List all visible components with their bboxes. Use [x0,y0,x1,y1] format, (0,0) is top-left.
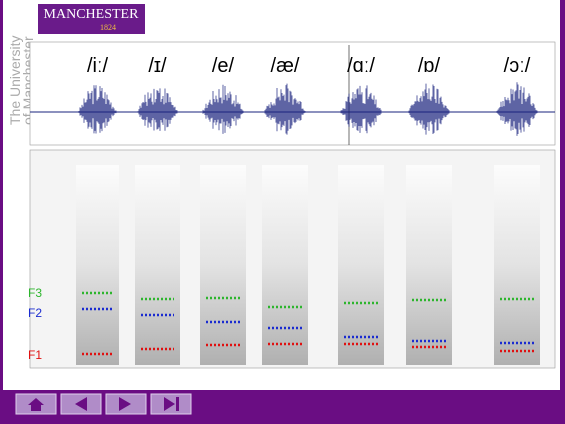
end-button[interactable] [151,394,191,414]
left-border [0,0,3,390]
vowel-label: /ɔː/ [504,55,531,77]
slide: MANCHESTER 1824 The University of Manche… [0,0,565,424]
spectrogram-energy [76,165,119,365]
vowel-label: /ɑː/ [347,55,375,77]
formant-label: F3 [28,286,42,300]
vowel-label: /ɪ/ [148,55,167,77]
vowel-label: /iː/ [87,55,109,77]
right-border [560,0,565,390]
home-button[interactable] [16,394,56,414]
slide-canvas: MANCHESTER 1824 The University of Manche… [0,0,565,424]
logo-name: MANCHESTER [44,7,140,22]
spectrogram-energy [262,165,308,365]
vowel-label: /æ/ [271,55,300,77]
previous-button[interactable] [61,394,101,414]
spectrogram-energy [406,165,452,365]
spectrogram-energy [135,165,180,365]
formant-label: F2 [28,306,42,320]
vowel-label: /e/ [212,55,235,77]
spectrogram-energy [494,165,540,365]
spectrogram-energy [338,165,384,365]
spectrogram-energy [200,165,246,365]
vowel-label: /ɒ/ [418,55,441,77]
formant-label: F1 [28,348,42,362]
play-button[interactable] [106,394,146,414]
logo-year: 1824 [100,23,116,32]
